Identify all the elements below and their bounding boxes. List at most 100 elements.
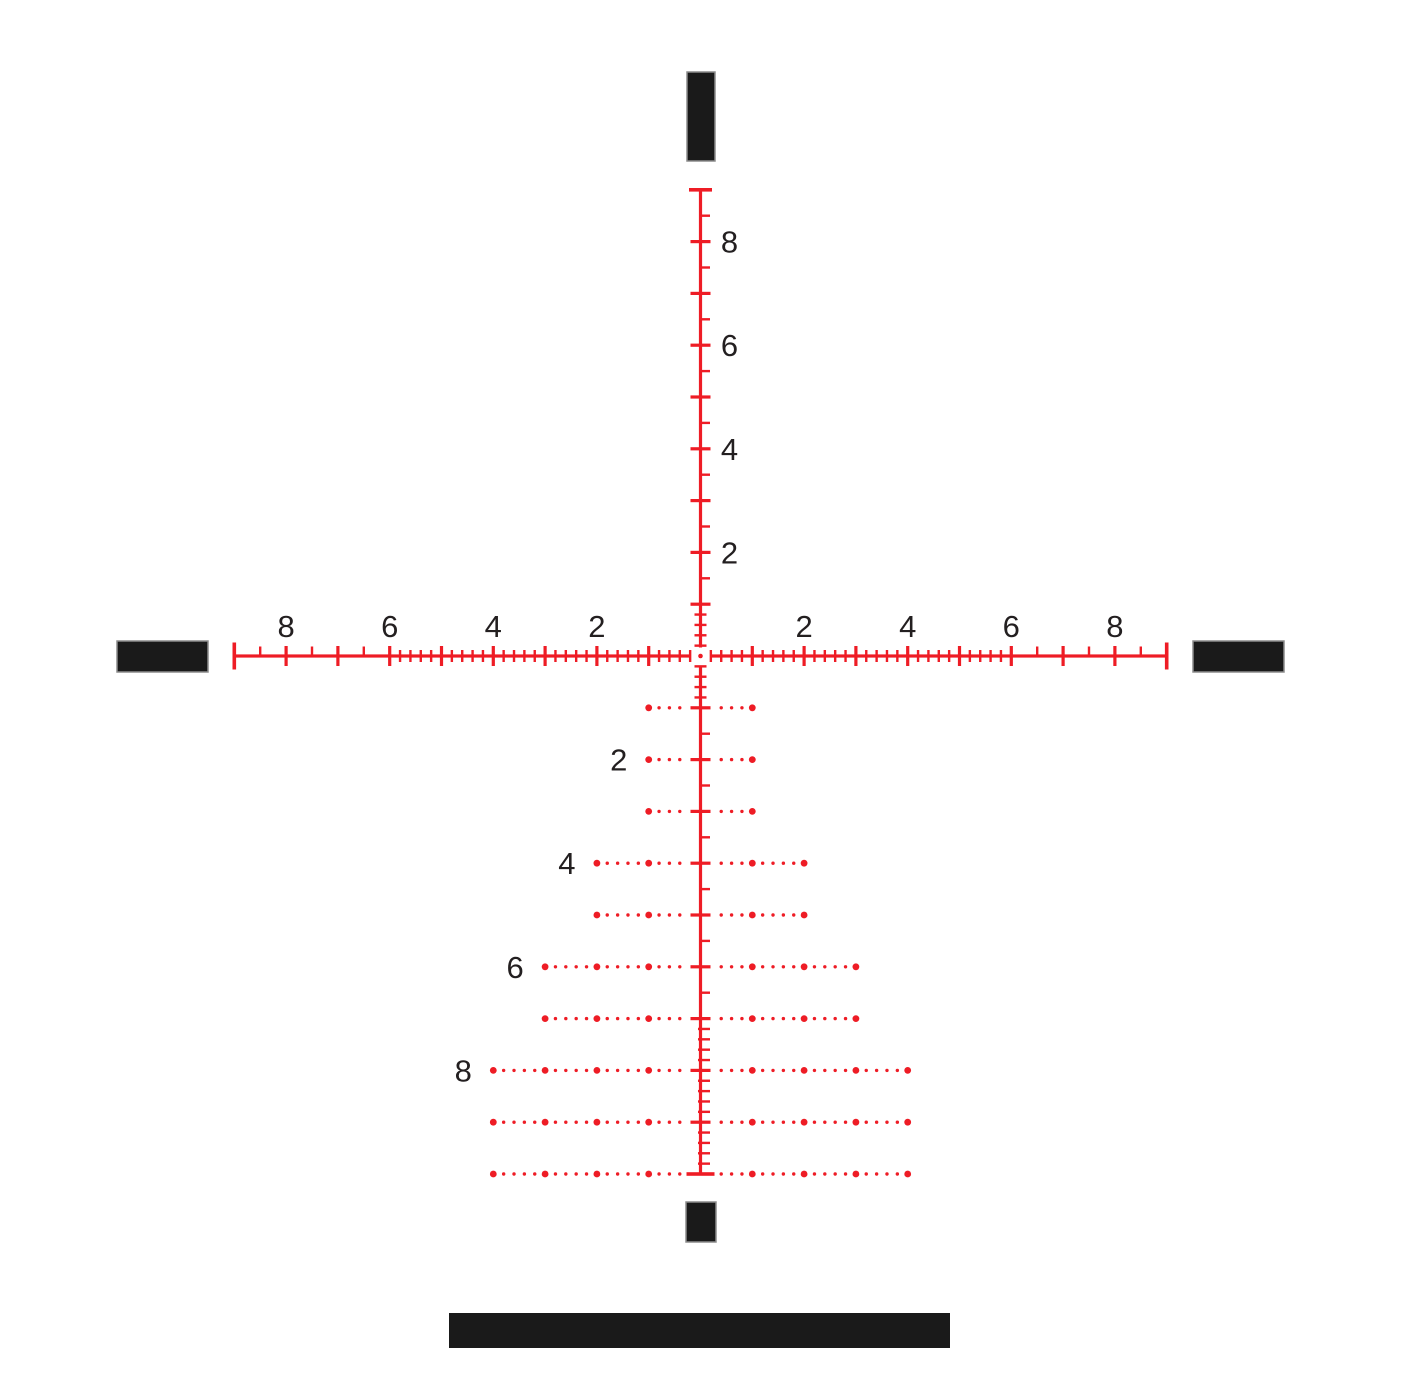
h-right-mil-tick bbox=[802, 646, 806, 666]
center-aiming-dot bbox=[698, 653, 703, 659]
h-left-fine-tick bbox=[626, 650, 630, 662]
h-left-fine-tick bbox=[585, 650, 588, 662]
h-right-fine-tick bbox=[792, 650, 795, 662]
tree-big-dot bbox=[800, 1067, 808, 1074]
tree-small-dot bbox=[657, 913, 661, 917]
tree-small-dot bbox=[771, 1172, 775, 1176]
tree-small-dot bbox=[657, 809, 661, 814]
v-up-half-tick bbox=[700, 421, 710, 425]
upper-axis-label-4: 4 bbox=[721, 432, 738, 467]
v-up-fine-tick bbox=[694, 644, 707, 647]
tree-small-dot bbox=[522, 1172, 527, 1176]
tree-small-dot bbox=[667, 1172, 672, 1176]
tree-small-dot bbox=[605, 1016, 609, 1021]
tree-small-dot bbox=[636, 1068, 641, 1073]
tree-small-dot bbox=[636, 965, 641, 969]
tree-small-dot bbox=[501, 1120, 506, 1124]
tree-small-dot bbox=[678, 861, 682, 865]
tree-small-dot bbox=[553, 1068, 558, 1073]
v-up-half-tick bbox=[700, 318, 710, 321]
tree-small-dot bbox=[719, 1120, 723, 1124]
h-left-fine-tick bbox=[564, 650, 568, 662]
h-left-mil-tick bbox=[388, 646, 392, 666]
tree-small-dot bbox=[833, 1120, 837, 1124]
h-left-end-tick bbox=[232, 642, 237, 670]
h-left-fine-tick bbox=[688, 650, 692, 662]
tree-small-dot bbox=[657, 706, 661, 710]
tree-small-dot bbox=[740, 1068, 744, 1073]
tree-small-dot bbox=[760, 861, 765, 865]
v-up-half-tick bbox=[700, 214, 710, 217]
h-right-fine-tick bbox=[730, 650, 733, 662]
h-right-fine-tick bbox=[989, 650, 992, 662]
tree-small-dot bbox=[895, 1120, 900, 1124]
tree-small-dot bbox=[729, 809, 734, 814]
tree-big-dot bbox=[748, 1118, 756, 1126]
v-up-mil-tick bbox=[690, 291, 711, 295]
tree-small-dot bbox=[501, 1068, 506, 1073]
tree-small-dot bbox=[657, 1016, 661, 1021]
tree-big-dot bbox=[904, 1170, 912, 1178]
v-down-mil-tick bbox=[690, 913, 711, 917]
v-down-fine-tick bbox=[698, 1162, 710, 1165]
v-up-mil-tick bbox=[690, 499, 711, 503]
tree-small-dot bbox=[553, 1016, 558, 1021]
v-down-fine-tick bbox=[698, 1089, 710, 1093]
h-right-mil-tick bbox=[906, 646, 910, 666]
tree-small-dot bbox=[533, 1120, 537, 1124]
h-right-half-tick bbox=[1087, 646, 1091, 656]
tree-big-dot bbox=[593, 1067, 601, 1074]
tree-small-dot bbox=[636, 861, 641, 865]
v-down-end-tick bbox=[686, 1172, 715, 1176]
tree-small-dot bbox=[522, 1068, 527, 1073]
tree-small-dot bbox=[885, 1068, 889, 1073]
tree-small-dot bbox=[719, 706, 723, 710]
tree-big-dot bbox=[645, 859, 653, 867]
tree-small-dot bbox=[512, 1068, 516, 1073]
tree-small-dot bbox=[667, 1120, 672, 1124]
v-down-mil-tick bbox=[690, 1120, 711, 1124]
tree-small-dot bbox=[657, 965, 661, 969]
h-right-fine-tick bbox=[813, 650, 816, 662]
tree-small-dot bbox=[843, 1068, 848, 1073]
h-right-fine-tick bbox=[968, 650, 972, 662]
tree-small-dot bbox=[678, 1016, 682, 1021]
h-right-fine-tick bbox=[709, 650, 713, 662]
tree-small-dot bbox=[605, 861, 609, 865]
tree-small-dot bbox=[885, 1172, 889, 1176]
v-down-half-tick bbox=[700, 732, 710, 735]
tree-small-dot bbox=[833, 1016, 837, 1021]
v-down-fine-tick bbox=[694, 675, 707, 678]
tree-big-dot bbox=[800, 859, 808, 867]
v-down-mil-tick bbox=[690, 706, 711, 710]
tree-big-dot bbox=[748, 1015, 756, 1022]
tree-small-dot bbox=[501, 1172, 506, 1176]
tree-small-dot bbox=[615, 861, 620, 865]
tree-big-dot bbox=[645, 1015, 653, 1022]
v-down-fine-tick bbox=[694, 696, 707, 699]
tree-big-dot bbox=[800, 1118, 808, 1126]
tree-small-dot bbox=[740, 913, 744, 917]
tree-small-dot bbox=[564, 1016, 568, 1021]
v-up-mil-tick bbox=[690, 395, 711, 399]
tree-small-dot bbox=[636, 913, 641, 917]
h-left-half-tick bbox=[310, 646, 314, 656]
tree-small-dot bbox=[729, 965, 734, 969]
tree-small-dot bbox=[512, 1172, 516, 1176]
tree-small-dot bbox=[740, 1172, 744, 1176]
tree-small-dot bbox=[657, 757, 661, 762]
tree-big-dot bbox=[800, 1015, 808, 1022]
h-left-fine-tick bbox=[481, 650, 485, 662]
tree-small-dot bbox=[626, 1172, 630, 1176]
tree-small-dot bbox=[771, 913, 775, 917]
tree-small-dot bbox=[760, 1120, 765, 1124]
h-right-fine-tick bbox=[999, 650, 1003, 662]
v-down-fine-tick bbox=[694, 665, 707, 668]
tree-small-dot bbox=[657, 1120, 661, 1124]
h-right-fine-tick bbox=[844, 650, 847, 662]
tree-big-dot bbox=[748, 808, 756, 815]
v-down-mil-tick bbox=[690, 965, 711, 969]
tree-small-dot bbox=[843, 1172, 848, 1176]
tree-small-dot bbox=[678, 1068, 682, 1073]
